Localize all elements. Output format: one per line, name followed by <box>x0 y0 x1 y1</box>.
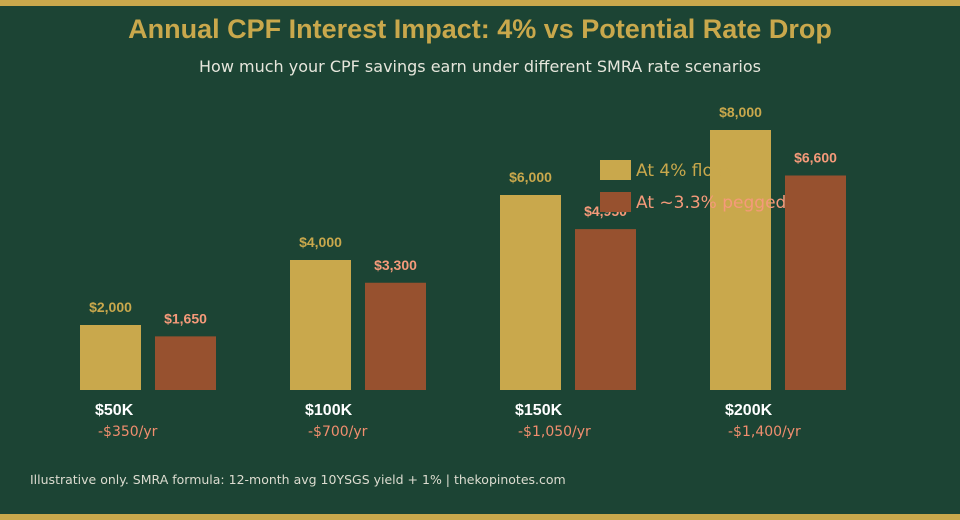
value-label-floor-3: $8,000 <box>719 104 762 120</box>
difference-label-3: -$1,400/yr <box>728 424 801 440</box>
legend-label-pegged: At ~3.3% pegged <box>636 193 786 213</box>
bar-pegged-2 <box>575 229 636 390</box>
legend-label-floor: At 4% floor <box>636 161 730 181</box>
top-border <box>0 0 960 6</box>
category-label-2: $150K <box>515 402 563 419</box>
difference-label-1: -$700/yr <box>308 424 368 440</box>
legend-swatch-pegged <box>600 192 631 212</box>
bar-pegged-1 <box>365 282 426 390</box>
bar-floor-0 <box>80 325 141 390</box>
difference-label-0: -$350/yr <box>98 424 158 440</box>
difference-label-2: -$1,050/yr <box>518 424 591 440</box>
value-label-pegged-0: $1,650 <box>164 310 207 326</box>
value-label-floor-2: $6,000 <box>509 169 552 185</box>
category-label-0: $50K <box>95 402 134 419</box>
footnote: Illustrative only. SMRA formula: 12-mont… <box>30 472 566 487</box>
value-label-pegged-3: $6,600 <box>794 150 837 166</box>
bottom-border <box>0 514 960 520</box>
chart-subtitle: How much your CPF savings earn under dif… <box>199 57 761 76</box>
category-label-1: $100K <box>305 402 353 419</box>
legend-swatch-floor <box>600 160 631 180</box>
bar-floor-2 <box>500 195 561 390</box>
category-label-3: $200K <box>725 402 773 419</box>
chart-title: Annual CPF Interest Impact: 4% vs Potent… <box>128 14 832 44</box>
bar-pegged-0 <box>155 336 216 390</box>
bar-floor-3 <box>710 130 771 390</box>
bar-chart: $2,000 $1,650 $50K -$350/yr $4,000 $3,300 $100… <box>80 104 846 440</box>
value-label-floor-1: $4,000 <box>299 234 342 250</box>
bar-pegged-3 <box>785 175 846 390</box>
value-label-floor-0: $2,000 <box>89 299 132 315</box>
bar-floor-1 <box>290 260 351 390</box>
value-label-pegged-1: $3,300 <box>374 257 417 273</box>
